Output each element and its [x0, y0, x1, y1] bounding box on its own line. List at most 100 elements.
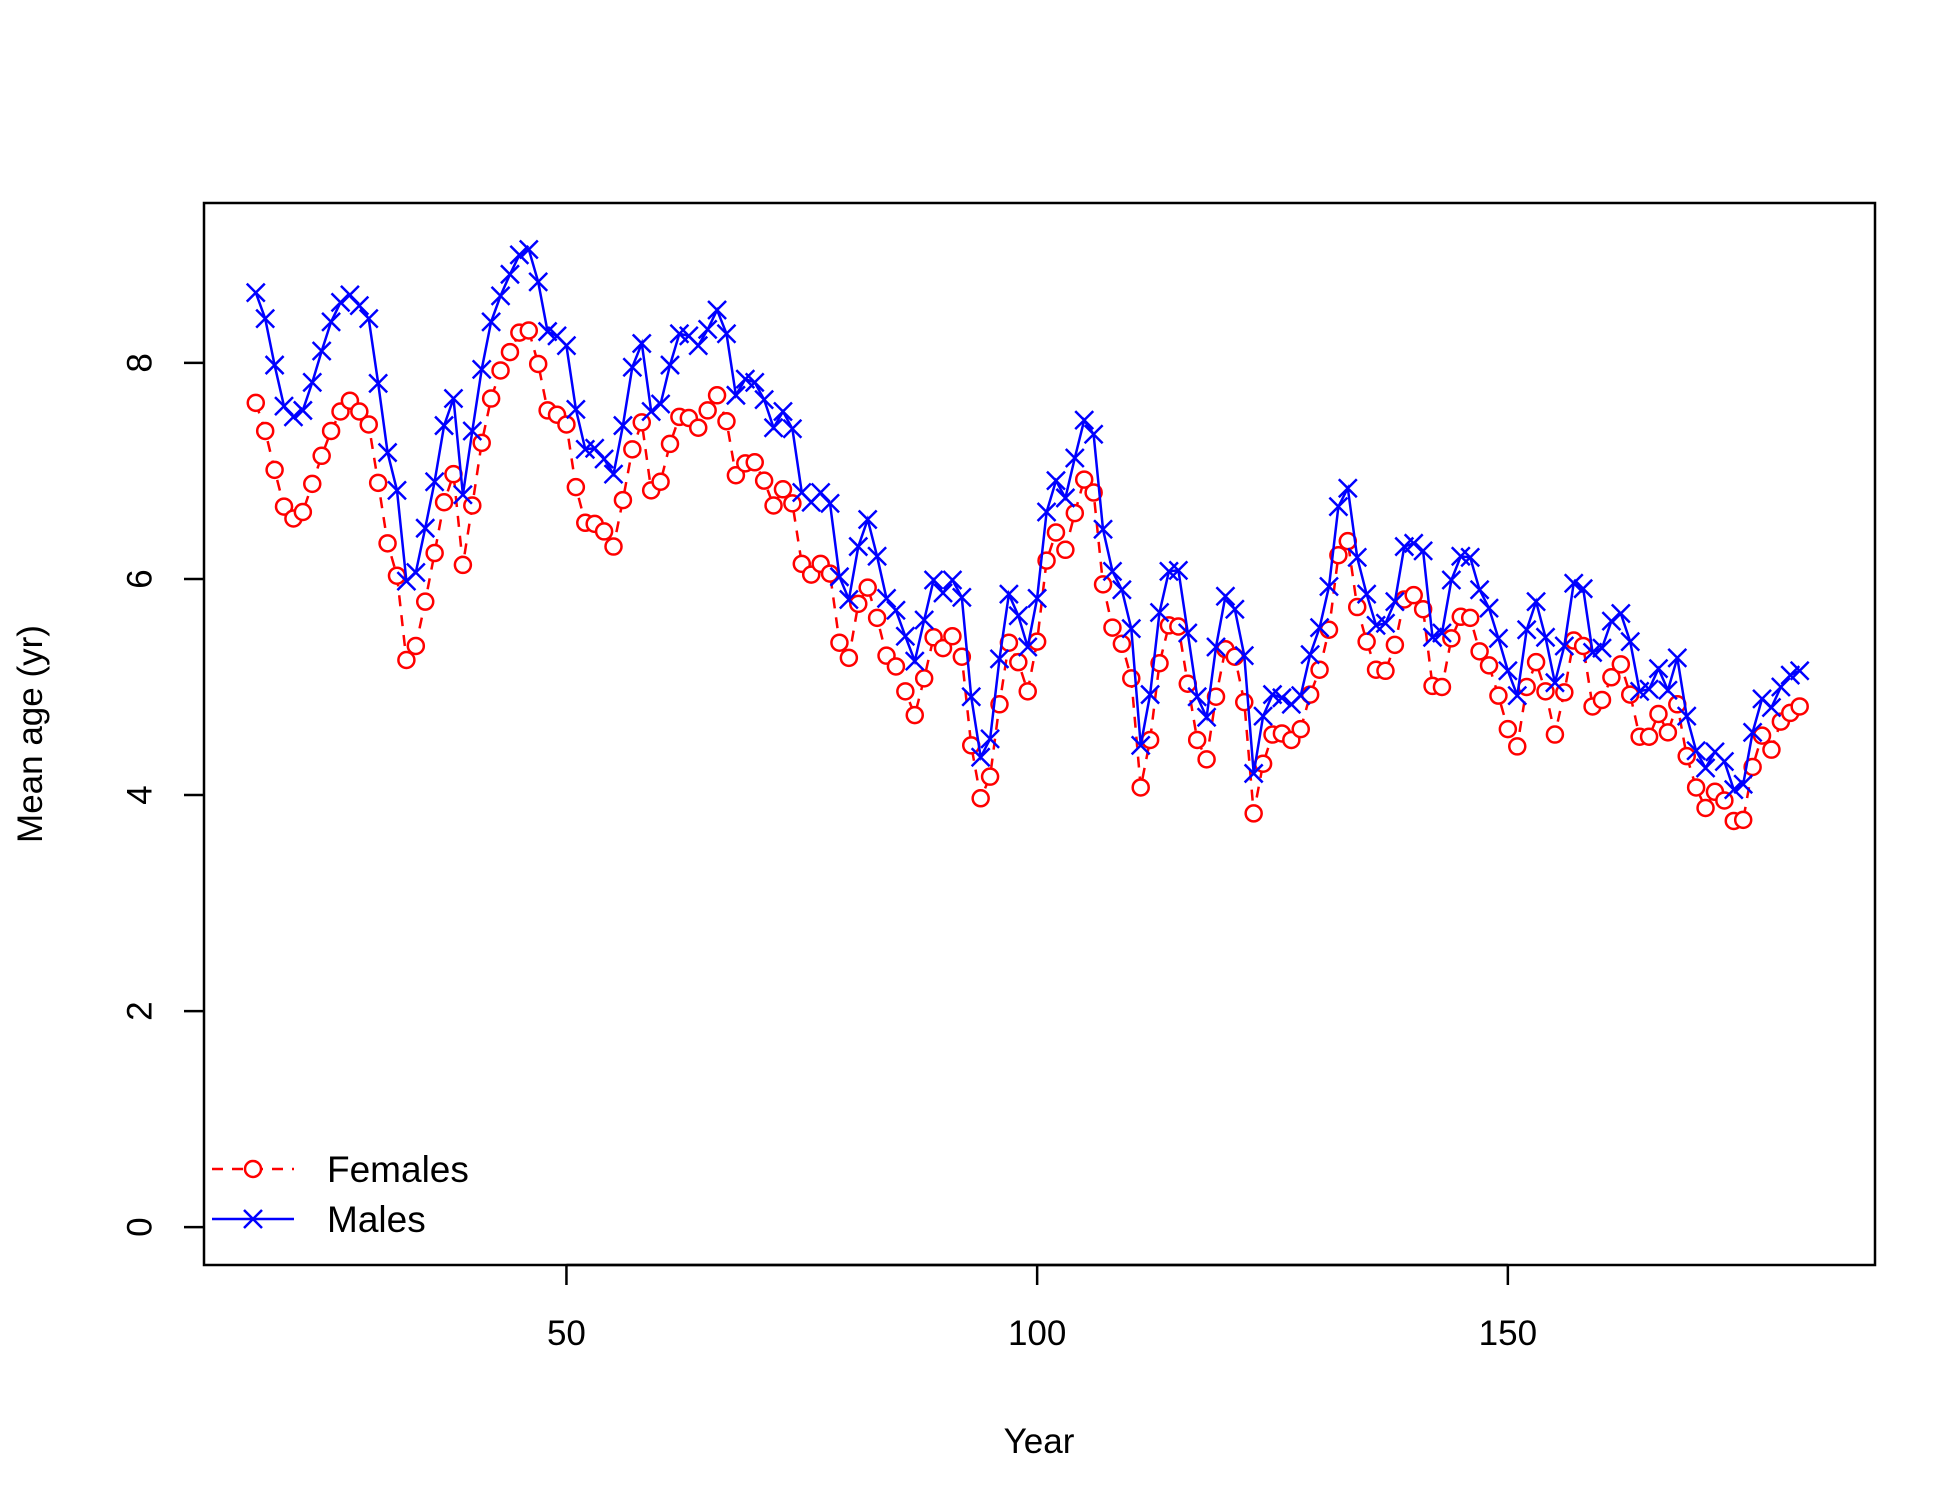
point-females — [1639, 727, 1659, 746]
point-males — [1102, 561, 1123, 582]
point-males — [1055, 488, 1076, 508]
point-males — [707, 300, 727, 320]
point-males — [1328, 496, 1349, 517]
point-males — [1488, 628, 1509, 649]
point-males — [1111, 579, 1132, 600]
point-males — [1742, 722, 1763, 743]
point-males — [886, 600, 906, 621]
point-males — [1027, 588, 1048, 609]
point-males — [1243, 763, 1264, 784]
point-males — [1469, 579, 1490, 600]
point-males — [754, 389, 775, 410]
point-males — [1695, 758, 1716, 778]
point-females — [500, 342, 520, 362]
point-females — [1573, 636, 1593, 656]
point-males — [245, 282, 266, 303]
point-females — [246, 393, 266, 413]
series-females — [246, 321, 1809, 831]
point-females — [293, 502, 313, 522]
point-males — [1441, 570, 1462, 590]
point-males — [1187, 686, 1208, 707]
point-females — [491, 361, 510, 380]
point-males — [1516, 619, 1537, 640]
point-females — [1442, 629, 1461, 648]
point-females — [321, 421, 341, 441]
legend-label-males: Males — [327, 1199, 426, 1240]
point-females — [858, 578, 877, 597]
point-females — [1310, 660, 1329, 679]
point-males — [1384, 591, 1405, 612]
point-females — [1385, 635, 1405, 655]
point-males — [1620, 631, 1641, 652]
point-males — [1413, 540, 1434, 561]
point-females — [265, 460, 284, 480]
point-females — [1489, 686, 1508, 705]
point-females — [1357, 632, 1376, 651]
point-males — [264, 355, 285, 375]
point-females — [1649, 704, 1668, 724]
x-axis-label: Year — [1004, 1422, 1075, 1461]
point-males — [1309, 617, 1330, 638]
point-males — [820, 493, 840, 514]
point-males — [1347, 547, 1368, 568]
point-females — [368, 473, 388, 493]
point-males — [895, 626, 916, 647]
y-axis-label: Mean age (yr) — [11, 625, 50, 843]
y-tick-label: 6 — [121, 569, 160, 588]
point-females — [839, 648, 859, 668]
point-males — [330, 292, 351, 313]
point-females — [1235, 692, 1254, 712]
point-males — [1563, 573, 1584, 594]
point-males — [556, 335, 577, 356]
point-females — [274, 497, 294, 516]
point-females — [303, 474, 322, 494]
point-males — [650, 394, 671, 414]
point-males — [1064, 448, 1085, 468]
point-females — [886, 657, 906, 676]
point-females — [623, 440, 642, 459]
point-males — [631, 333, 652, 354]
point-females — [1611, 655, 1631, 674]
point-males — [1224, 599, 1245, 620]
point-females — [1404, 585, 1423, 605]
point-males — [1046, 470, 1066, 491]
point-males — [1658, 680, 1678, 701]
point-females — [406, 636, 426, 656]
point-males — [857, 509, 878, 530]
point-males — [292, 400, 313, 421]
point-females — [1602, 668, 1621, 687]
point-males — [697, 319, 718, 340]
point-males — [867, 546, 887, 567]
point-males — [1196, 707, 1217, 728]
point-males — [283, 407, 304, 427]
point-males — [980, 728, 1000, 749]
x-tick-label: 100 — [1008, 1314, 1066, 1353]
point-females — [415, 592, 435, 611]
point-females — [613, 490, 633, 510]
point-males — [1272, 687, 1292, 708]
point-females — [660, 434, 680, 454]
plot-frame — [202, 201, 1877, 1267]
point-females — [453, 555, 473, 575]
point-males — [942, 570, 963, 590]
point-males — [933, 583, 953, 603]
point-females — [1065, 503, 1085, 523]
point-females — [726, 466, 746, 485]
point-males — [518, 239, 539, 260]
series-line-males — [254, 247, 1801, 792]
point-males — [641, 401, 662, 422]
point-males — [1356, 584, 1377, 604]
point-males — [1017, 637, 1038, 657]
point-females — [1677, 746, 1696, 766]
point-females — [1074, 470, 1094, 489]
point-females — [528, 354, 548, 374]
point-females — [397, 650, 416, 670]
point-males — [443, 388, 464, 409]
point-females — [1413, 599, 1433, 619]
point-males — [688, 335, 709, 356]
point-females — [773, 480, 793, 499]
point-males — [782, 418, 803, 439]
point-males — [603, 464, 624, 485]
point-females — [1545, 725, 1565, 744]
point-females — [594, 522, 614, 541]
